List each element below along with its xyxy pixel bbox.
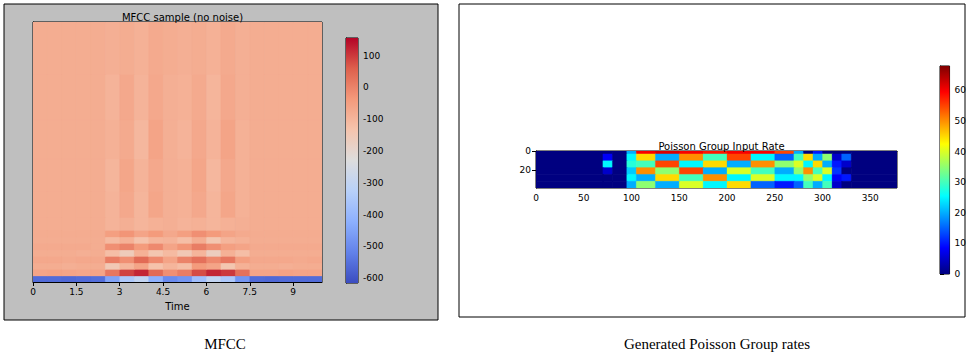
svg-text:Generated Poisson Group rates: Generated Poisson Group rates — [624, 336, 810, 352]
svg-text:100: 100 — [623, 193, 640, 203]
svg-text:3: 3 — [117, 287, 123, 297]
svg-text:0: 0 — [955, 269, 961, 279]
svg-text:350: 350 — [862, 193, 879, 203]
svg-text:60: 60 — [955, 85, 967, 95]
svg-text:-400: -400 — [363, 210, 384, 220]
svg-text:200: 200 — [718, 193, 735, 203]
svg-text:10: 10 — [955, 238, 967, 248]
svg-text:50: 50 — [955, 116, 967, 126]
svg-text:300: 300 — [814, 193, 831, 203]
svg-text:0: 0 — [525, 146, 531, 156]
svg-text:7.5: 7.5 — [243, 287, 257, 297]
svg-text:-200: -200 — [363, 146, 384, 156]
svg-text:100: 100 — [363, 51, 380, 61]
svg-text:0: 0 — [363, 82, 369, 92]
svg-text:50: 50 — [578, 193, 590, 203]
svg-text:MFCC sample (no noise): MFCC sample (no noise) — [122, 12, 243, 23]
svg-text:-600: -600 — [363, 273, 384, 283]
svg-text:30: 30 — [955, 177, 967, 187]
svg-text:6: 6 — [204, 287, 210, 297]
svg-text:-300: -300 — [363, 178, 384, 188]
svg-text:40: 40 — [955, 147, 967, 157]
svg-text:20: 20 — [520, 165, 532, 175]
svg-text:150: 150 — [671, 193, 688, 203]
svg-text:MFCC: MFCC — [204, 336, 246, 352]
svg-text:250: 250 — [766, 193, 783, 203]
svg-text:1.5: 1.5 — [69, 287, 83, 297]
svg-text:4.5: 4.5 — [156, 287, 170, 297]
svg-text:0: 0 — [533, 193, 539, 203]
svg-text:Time: Time — [164, 301, 189, 312]
svg-text:9: 9 — [290, 287, 296, 297]
svg-text:-100: -100 — [363, 114, 384, 124]
svg-text:-500: -500 — [363, 241, 384, 251]
svg-text:0: 0 — [30, 287, 36, 297]
svg-text:Poisson Group Input Rate: Poisson Group Input Rate — [658, 141, 784, 152]
svg-text:20: 20 — [955, 208, 967, 218]
